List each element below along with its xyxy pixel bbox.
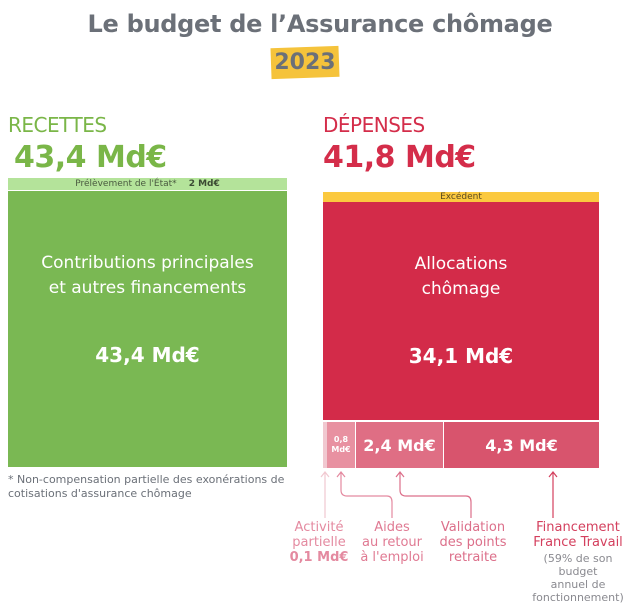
depenses-label: DÉPENSES — [323, 113, 425, 137]
prelevement-value: 2 Md€ — [188, 179, 220, 189]
recettes-total: 43,4 Md€ — [14, 140, 167, 175]
depenses-total: 41,8 Md€ — [323, 140, 476, 175]
caption-line: France Travail — [533, 535, 623, 550]
note-line: budget — [558, 565, 598, 578]
arrow-up-icon — [336, 471, 393, 518]
contributions-value: 43,4 Md€ — [95, 343, 200, 367]
aides-retour-box: 0,8 Md€ — [327, 422, 355, 468]
note-line: (59% de son — [543, 552, 613, 565]
footnote-line2: cotisations d'assurance chômage — [8, 487, 192, 500]
activite-partielle-box — [323, 422, 327, 468]
contributions-label-line2: et autres financements — [48, 278, 247, 298]
aides-value-line2: Md€ — [331, 445, 351, 454]
caption-aides-retour: Aides au retour à l'emploi — [352, 520, 432, 565]
footnote-line1: * Non-compensation partielle des exonéra… — [8, 473, 285, 486]
allocations-box: Allocations chômage 34,1 Md€ — [323, 202, 599, 420]
caption-line: au retour — [361, 535, 423, 550]
contributions-box: Contributions principales et autres fina… — [8, 191, 287, 467]
allocations-label-line2: chômage — [421, 279, 501, 299]
caption-line: Aides — [374, 520, 410, 535]
caption-value: 0,1 Md€ — [289, 550, 349, 565]
validation-value: 2,4 Md€ — [363, 435, 436, 455]
caption-line: à l'emploi — [360, 550, 424, 565]
footnote: * Non-compensation partielle des exonéra… — [8, 473, 284, 501]
recettes-label: RECETTES — [8, 113, 107, 137]
validation-points-box: 2,4 Md€ — [356, 422, 443, 468]
aides-value-line1: 0,8 — [333, 435, 349, 444]
arrow-up-icon — [395, 471, 472, 518]
year-label: 2023 — [274, 50, 336, 75]
excedent-band: Excédent — [323, 192, 599, 202]
caption-line: retraite — [448, 550, 498, 565]
prelevement-etat-band: Prélèvement de l'État* 2 Md€ — [8, 178, 287, 190]
caption-activite-partielle: Activité partielle 0,1 Md€ — [284, 520, 354, 565]
note-line: fonctionnement) — [532, 591, 624, 604]
france-travail-value: 4,3 Md€ — [485, 435, 558, 455]
caption-france-travail: Financement France Travail — [516, 520, 640, 550]
caption-line: Validation — [440, 520, 506, 535]
caption-line: partielle — [292, 535, 346, 550]
arrow-up-icon — [548, 471, 558, 518]
contributions-label-line1: Contributions principales — [41, 253, 254, 273]
allocations-value: 34,1 Md€ — [408, 344, 514, 368]
france-travail-box: 4,3 Md€ — [444, 422, 599, 468]
excedent-label: Excédent — [440, 192, 482, 202]
arrow-up-icon — [320, 471, 330, 518]
caption-line: Activité — [294, 520, 344, 535]
caption-france-travail-note: (59% de son budget annuel de fonctionnem… — [526, 552, 630, 604]
note-line: annuel de — [550, 578, 606, 591]
caption-line: Financement — [536, 520, 620, 535]
page-title: Le budget de l’Assurance chômage — [87, 10, 553, 38]
allocations-label-line1: Allocations — [414, 254, 508, 274]
caption-validation-points: Validation des points retraite — [430, 520, 516, 565]
prelevement-label: Prélèvement de l'État* — [75, 179, 177, 189]
caption-line: des points — [439, 535, 507, 550]
